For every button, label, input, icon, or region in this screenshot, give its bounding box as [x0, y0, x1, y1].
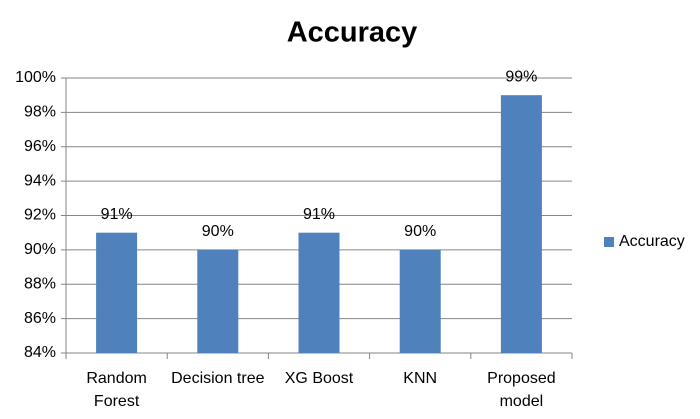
chart-title: Accuracy [287, 17, 418, 49]
data-label: 91% [101, 206, 133, 223]
data-label: 99% [505, 68, 537, 85]
legend-swatch [604, 237, 614, 247]
x-tick-label: Decision tree [171, 370, 265, 387]
x-tick-label: Proposed model [487, 370, 556, 410]
y-tick-label: 88% [24, 275, 56, 292]
y-tick-label: 90% [24, 241, 56, 258]
y-tick-label: 84% [24, 344, 56, 361]
bar [96, 232, 138, 353]
y-tick-label: 100% [15, 69, 56, 86]
y-tick-label: 86% [24, 310, 56, 327]
y-tick-label: 96% [24, 138, 56, 155]
y-tick-label: 92% [24, 207, 56, 224]
data-label: 90% [202, 223, 234, 240]
bar [197, 249, 239, 353]
x-tick-label: XG Boost [284, 370, 354, 387]
x-tick-label: KNN [403, 370, 438, 387]
bar [298, 232, 340, 353]
y-tick-label: 94% [24, 172, 56, 189]
x-tick-label: Random Forest [86, 370, 147, 410]
bar [500, 95, 542, 353]
data-label: 91% [303, 206, 335, 223]
data-label: 90% [404, 223, 436, 240]
y-tick-label: 98% [24, 104, 56, 121]
legend-label: Accuracy [619, 233, 685, 250]
bar [399, 249, 441, 353]
